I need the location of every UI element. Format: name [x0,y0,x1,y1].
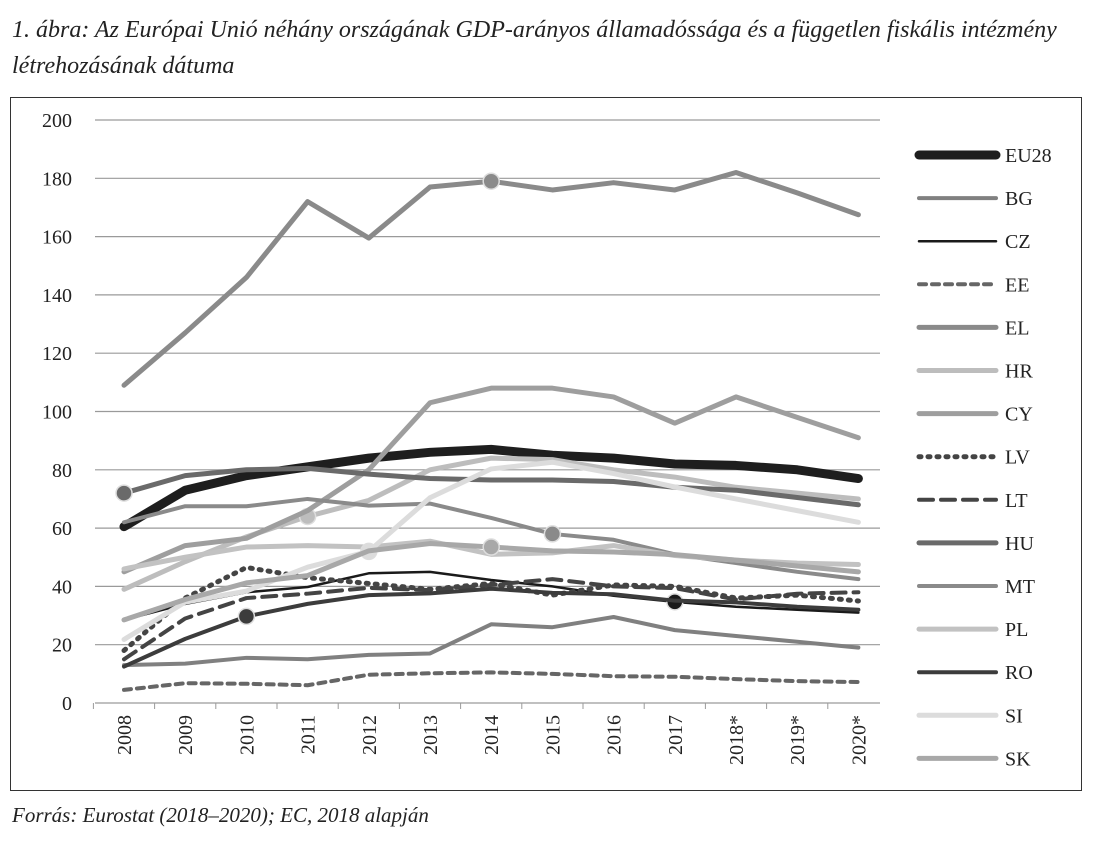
legend-label-el: EL [1005,317,1029,339]
y-tick-label: 140 [42,285,72,307]
legend-label-bg: BG [1005,188,1033,210]
y-tick-label: 0 [62,693,72,715]
legend-label-hr: HR [1005,361,1033,383]
chart-frame [10,97,1082,791]
y-tick-label: 160 [42,227,72,249]
series-line-cy [121,385,861,575]
legend-label-ro: RO [1005,662,1033,684]
y-tick-label: 40 [52,576,72,598]
fiscal-institution-marker-hu [115,484,133,502]
x-tick-label: 2009 [175,715,197,755]
legend-label-sk: SK [1005,748,1031,770]
series-line-bg [122,615,861,668]
legend-label-lt: LT [1005,490,1028,512]
x-tick-label: 2012 [359,715,381,755]
legend-label-lv: LV [1005,447,1030,469]
x-tick-label: 2019* [787,715,809,765]
y-tick-label: 120 [42,343,72,365]
x-tick-label: 2015 [542,715,564,755]
y-tick-label: 20 [52,635,72,657]
x-tick-label: 2016 [604,715,626,755]
x-tick-label: 2008 [114,715,136,755]
series-line-si [121,459,861,642]
fiscal-institution-marker-sk [482,538,500,556]
fiscal-institution-marker-ro [237,607,256,626]
x-tick-label: 2013 [420,715,442,755]
series-line-mt [122,496,861,582]
fiscal-institution-marker-mt [543,525,562,543]
x-tick-label: 2018* [726,715,748,765]
legend-label-ee: EE [1005,274,1029,296]
legend-label-cy: CY [1005,404,1033,426]
series-line-ro [122,586,861,669]
x-tick-label: 2020* [848,715,870,765]
y-tick-label: 180 [42,168,72,190]
legend-label-si: SI [1005,705,1023,727]
y-tick-label: 60 [52,518,72,540]
x-tick-label: 2017 [665,715,687,755]
x-tick-label: 2014 [481,715,503,755]
legend-label-cz: CZ [1005,231,1031,253]
series-line-ee [122,670,861,692]
legend-label-hu: HU [1005,533,1034,555]
x-tick-label: 2011 [298,715,320,754]
series-line-hu [121,465,861,508]
x-tick-label: 2010 [236,715,258,755]
y-tick-label: 100 [42,402,72,424]
legend-label-eu28: EU28 [1005,145,1052,167]
fiscal-institution-marker-el [482,172,500,190]
series-line-lt [122,577,861,662]
source-note: Forrás: Eurostat (2018–2020); EC, 2018 a… [12,803,429,827]
y-tick-label: 200 [42,110,72,132]
series-line-eu28 [119,444,863,532]
legend-label-mt: MT [1005,576,1035,598]
y-tick-label: 80 [52,460,72,482]
chart-title: 1. ábra: Az Európai Unió néhány országán… [12,17,1057,79]
legend-label-pl: PL [1005,619,1028,641]
